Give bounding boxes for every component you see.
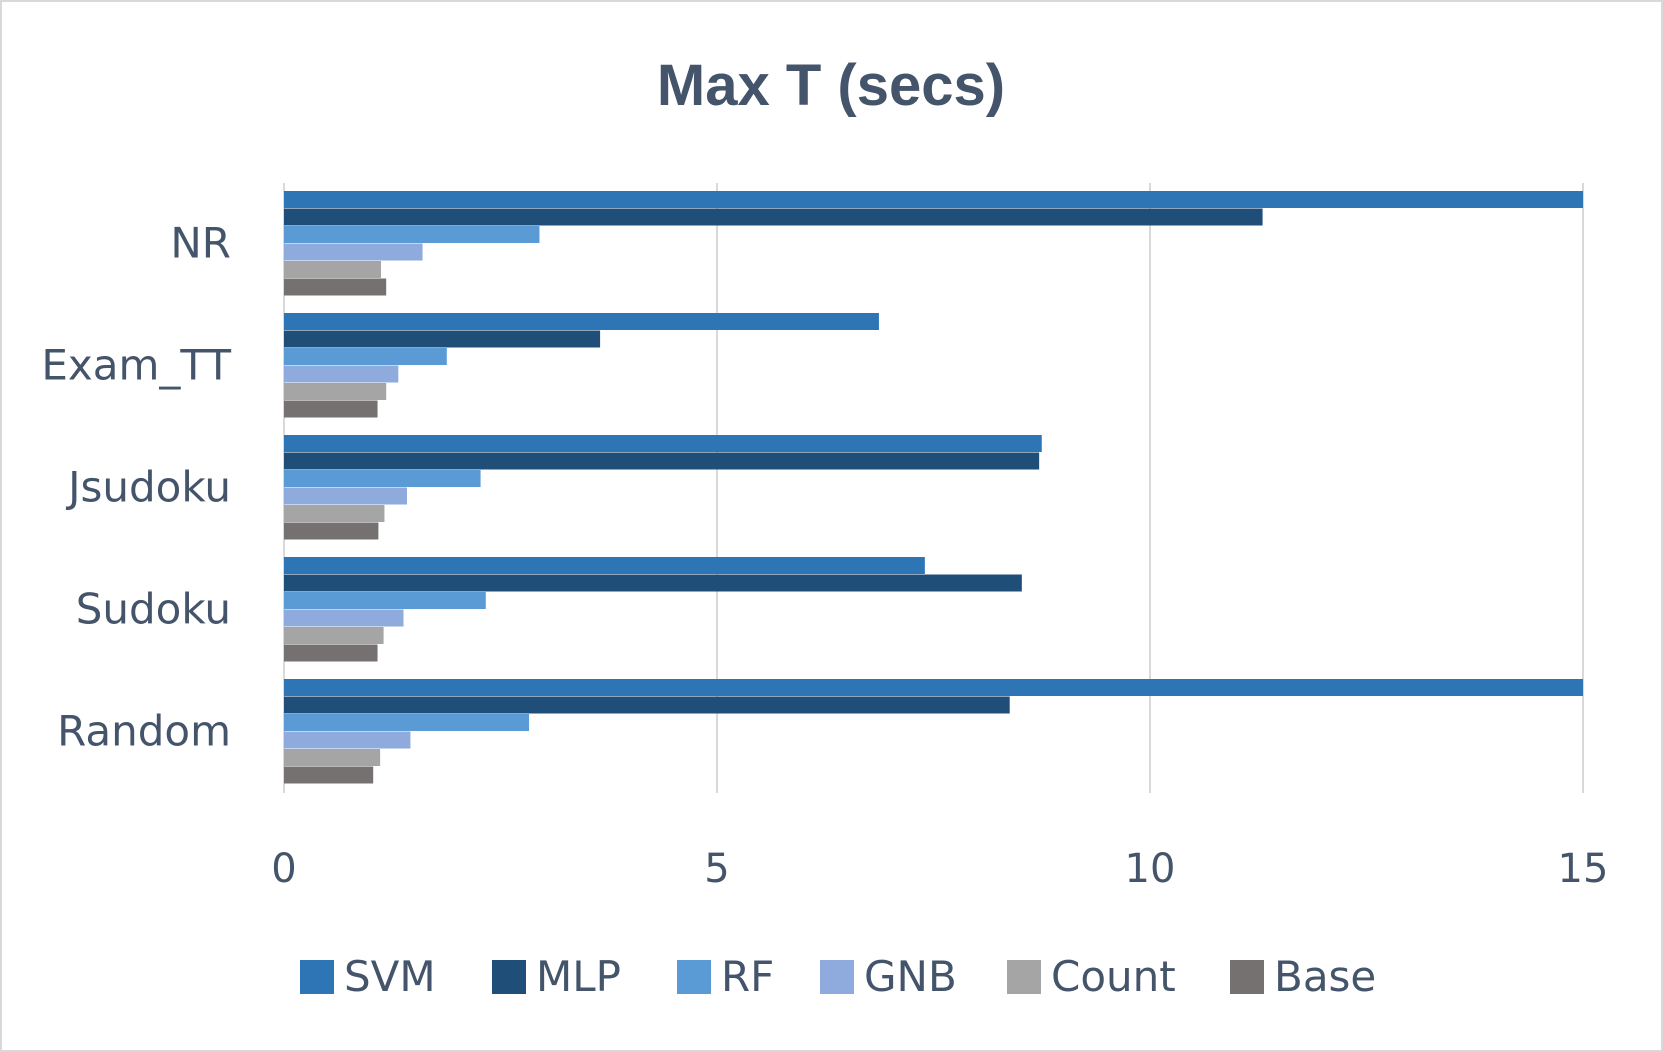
bar-base-jsudoku xyxy=(284,522,379,540)
legend-swatch-rf xyxy=(677,960,711,994)
bar-rf-random xyxy=(284,714,530,731)
bar-mlp-sudoku xyxy=(284,574,1022,592)
bar-gnb-exam_tt xyxy=(284,365,399,383)
bar-svm-jsudoku xyxy=(284,435,1042,452)
bar-gnb-jsudoku xyxy=(284,487,407,505)
x-tick-label: 15 xyxy=(1558,846,1609,892)
x-tick-labels: 0 5 10 15 xyxy=(271,846,1608,892)
bar-svm-nr xyxy=(284,191,1583,208)
legend-label-rf: RF xyxy=(721,952,774,1001)
category-label: Random xyxy=(57,707,231,756)
legend-label-gnb: GNB xyxy=(864,952,957,1001)
bar-count-nr xyxy=(284,261,381,278)
bar-base-nr xyxy=(284,278,387,296)
x-tick-label: 10 xyxy=(1125,846,1176,892)
legend-swatch-svm xyxy=(300,960,334,994)
legend-label-count: Count xyxy=(1051,952,1176,1001)
x-tick-label: 0 xyxy=(271,846,296,892)
bar-base-exam_tt xyxy=(284,400,378,418)
legend-swatch-mlp xyxy=(492,960,526,994)
bar-rf-sudoku xyxy=(284,592,486,609)
legend-swatch-base xyxy=(1230,960,1264,994)
bar-mlp-jsudoku xyxy=(284,452,1040,470)
bar-count-jsudoku xyxy=(284,505,385,522)
bar-svm-exam_tt xyxy=(284,313,879,330)
bar-rf-jsudoku xyxy=(284,470,481,487)
category-label: Sudoku xyxy=(76,585,231,634)
legend-swatch-count xyxy=(1007,960,1041,994)
category-label: NR xyxy=(170,219,231,268)
legend-label-mlp: MLP xyxy=(536,952,621,1001)
bar-count-random xyxy=(284,749,381,766)
bar-count-exam_tt xyxy=(284,383,387,400)
bar-rf-nr xyxy=(284,226,540,243)
bar-gnb-sudoku xyxy=(284,609,404,627)
bar-gnb-random xyxy=(284,731,411,749)
legend-label-svm: SVM xyxy=(344,952,436,1001)
legend: SVM MLP RF GNB Count Base xyxy=(300,952,1376,1001)
bar-base-random xyxy=(284,766,374,784)
bar-mlp-nr xyxy=(284,208,1263,226)
category-label: Exam_TT xyxy=(41,341,231,390)
x-tick-label: 5 xyxy=(704,846,729,892)
bar-count-sudoku xyxy=(284,627,384,644)
legend-swatch-gnb xyxy=(820,960,854,994)
category-label: Jsudoku xyxy=(65,463,231,512)
bar-mlp-exam_tt xyxy=(284,330,601,348)
bar-rf-exam_tt xyxy=(284,348,447,365)
bar-mlp-random xyxy=(284,696,1010,714)
bars xyxy=(284,191,1583,784)
category-labels: NR Exam_TT Jsudoku Sudoku Random xyxy=(41,219,231,756)
bar-svm-random xyxy=(284,679,1583,696)
legend-label-base: Base xyxy=(1274,952,1376,1001)
bar-gnb-nr xyxy=(284,243,423,261)
chart-title: Max T (secs) xyxy=(657,53,1005,118)
bar-base-sudoku xyxy=(284,644,378,662)
bar-svm-sudoku xyxy=(284,557,925,574)
